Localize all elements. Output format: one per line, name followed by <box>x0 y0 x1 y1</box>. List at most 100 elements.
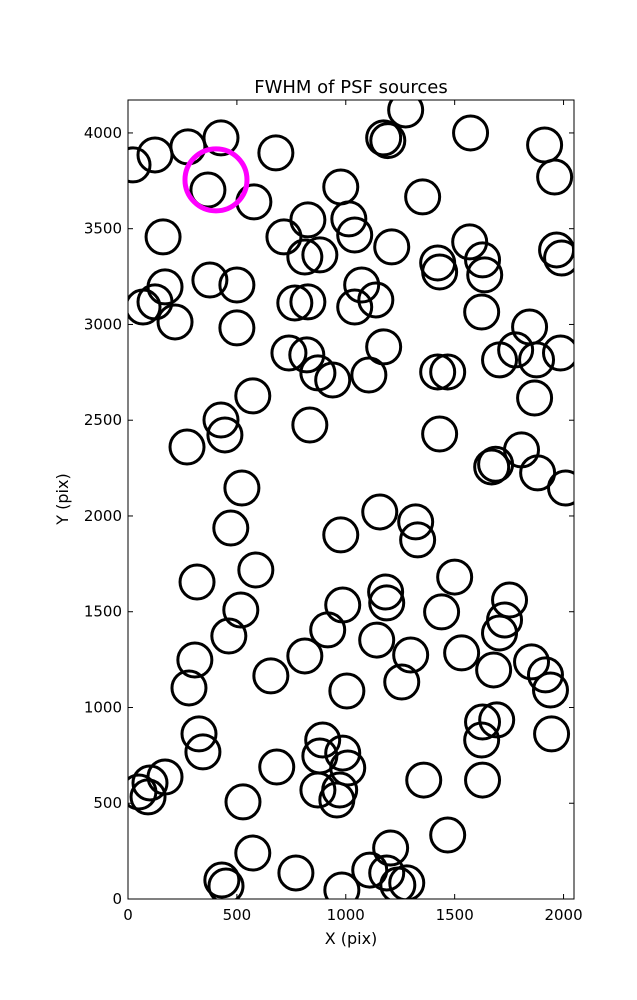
source-marker <box>475 651 513 689</box>
source-marker <box>156 303 194 341</box>
source-marker <box>358 621 396 659</box>
plot-area <box>128 100 574 899</box>
y-tick-label: 3000 <box>84 315 122 333</box>
source-marker <box>218 309 256 347</box>
source-marker <box>206 416 244 454</box>
source-marker <box>336 288 374 326</box>
source-marker <box>252 657 290 695</box>
source-marker <box>210 617 248 655</box>
source-marker <box>234 377 272 415</box>
source-marker <box>365 328 403 366</box>
source-marker <box>258 748 296 786</box>
source-marker <box>136 283 174 321</box>
source-marker <box>350 356 388 394</box>
source-marker <box>526 656 564 694</box>
source-marker <box>202 119 240 157</box>
source-marker <box>387 100 425 129</box>
source-marker <box>547 469 574 507</box>
source-marker <box>405 761 443 799</box>
source-marker <box>257 134 295 172</box>
source-marker <box>531 671 569 709</box>
source-marker <box>464 241 502 279</box>
source-marker <box>419 353 457 391</box>
source-marker <box>309 611 347 649</box>
source-marker <box>526 126 564 164</box>
y-tick-label: 500 <box>93 794 122 812</box>
source-marker <box>463 293 501 331</box>
source-marker <box>289 283 327 321</box>
x-tick-label: 0 <box>123 906 133 924</box>
source-marker <box>184 733 222 771</box>
source-marker <box>421 253 459 291</box>
source-marker <box>223 469 261 507</box>
x-tick-label: 1500 <box>436 906 474 924</box>
source-marker <box>224 783 262 821</box>
source-marker <box>189 171 227 209</box>
source-marker <box>367 573 405 611</box>
source-marker <box>336 216 374 254</box>
axes-frame <box>127 99 575 900</box>
chart-title: FWHM of PSF sources <box>254 77 448 98</box>
y-tick-label: 4000 <box>84 124 122 142</box>
source-marker <box>436 558 474 596</box>
source-marker <box>218 266 256 304</box>
source-marker <box>329 749 367 787</box>
source-marker <box>178 563 216 601</box>
source-marker <box>351 851 389 889</box>
source-marker <box>288 336 326 374</box>
x-tick-label: 1000 <box>327 906 365 924</box>
source-marker <box>170 669 208 707</box>
source-marker <box>235 183 273 221</box>
source-marker <box>383 663 421 701</box>
x-axis-label: X (pix) <box>325 929 378 948</box>
source-marker <box>286 238 324 276</box>
source-marker <box>464 761 502 799</box>
source-marker <box>276 284 314 322</box>
source-marker <box>324 734 362 772</box>
source-marker <box>399 521 437 559</box>
source-marker <box>443 634 481 672</box>
source-marker <box>191 261 229 299</box>
source-marker <box>265 218 303 256</box>
source-marker <box>301 236 339 274</box>
source-marker <box>299 771 337 809</box>
source-marker <box>328 672 366 710</box>
source-marker <box>372 829 410 867</box>
y-tick-label: 1000 <box>84 698 122 716</box>
source-marker <box>286 637 324 675</box>
source-marker <box>357 281 395 319</box>
source-marker <box>207 867 245 899</box>
source-marker <box>497 331 535 369</box>
source-marker <box>369 122 407 160</box>
source-marker <box>423 593 461 631</box>
source-marker <box>182 146 250 214</box>
source-marker <box>429 816 467 854</box>
y-axis-label: Y (pix) <box>53 473 72 525</box>
source-marker <box>464 703 502 741</box>
source-marker <box>314 361 352 399</box>
source-marker <box>128 773 158 811</box>
source-marker <box>365 119 403 157</box>
source-marker <box>176 641 214 679</box>
source-marker <box>477 445 515 483</box>
source-marker <box>361 493 399 531</box>
source-marker <box>542 334 574 372</box>
source-marker <box>421 415 459 453</box>
source-marker <box>144 218 182 256</box>
source-marker <box>388 864 426 899</box>
source-marker <box>491 581 529 619</box>
source-marker <box>503 431 541 469</box>
source-marker <box>180 715 218 753</box>
source-marker <box>481 614 519 652</box>
y-tick-label: 3500 <box>84 220 122 238</box>
source-marker <box>322 168 360 206</box>
source-marker <box>237 551 275 589</box>
source-marker <box>392 636 430 674</box>
source-marker <box>463 721 501 759</box>
source-marker <box>368 584 406 622</box>
source-marker <box>429 353 467 391</box>
source-marker <box>518 341 556 379</box>
source-marker <box>203 861 241 899</box>
y-tick-label: 2500 <box>84 411 122 429</box>
source-marker <box>270 334 308 372</box>
